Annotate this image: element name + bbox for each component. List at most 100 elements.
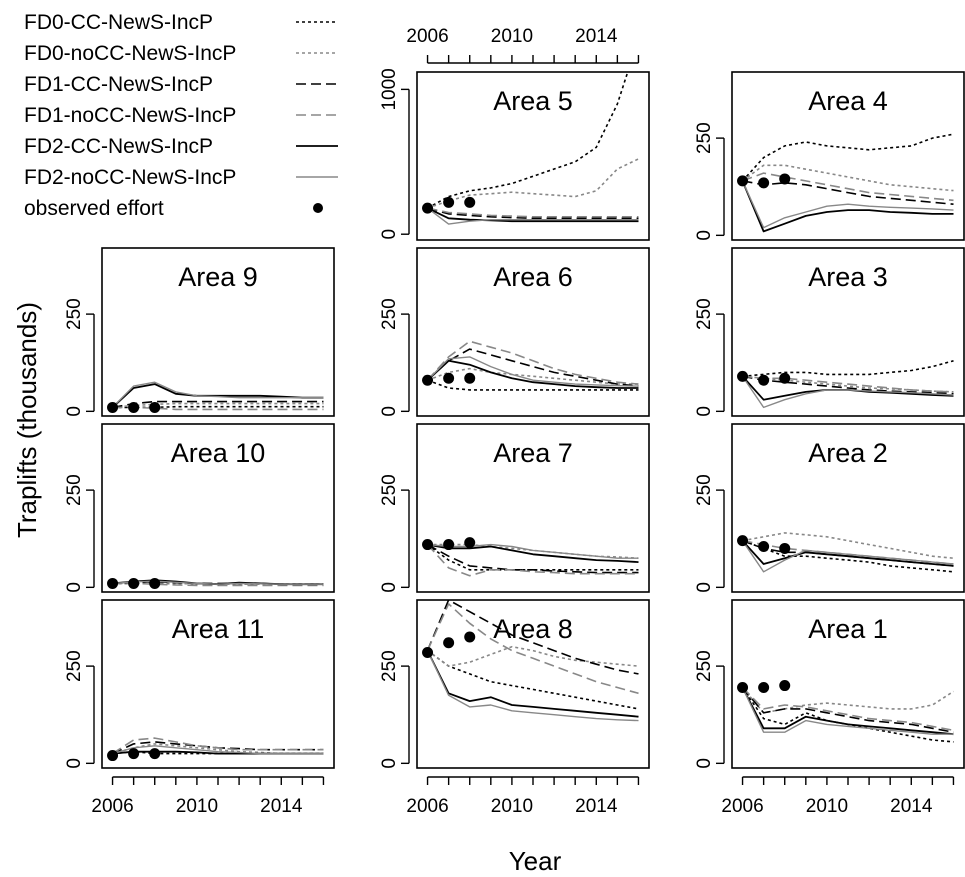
observed-point-area-3-2006 — [737, 370, 749, 382]
series-line-area-4-fd0-nocc-news-incp — [742, 164, 954, 192]
series-line-area-5-fd2-cc-news-incp — [427, 207, 639, 223]
series-line-area-10-fd2-nocc-news-incp — [112, 580, 324, 585]
series-line-area-9-fd1-nocc-news-incp — [112, 406, 324, 411]
y-tick-label-area-1-250: 250 — [694, 650, 715, 682]
series-line-area-1-fd0-nocc-news-incp — [741, 686, 954, 714]
observed-point-area-5-2007 — [443, 196, 455, 208]
series-group-area-7 — [426, 543, 639, 577]
panel-area-11: Area 11 0 250 2006 2010 2014 — [64, 599, 335, 817]
series-line-area-4-fd0-cc-news-incp — [741, 133, 954, 182]
series-line-area-11-fd2-nocc-news-incp — [112, 745, 324, 755]
series-line-area-4-fd2-nocc-news-incp — [741, 180, 954, 229]
panel-area-9: Area 9 0 250 — [64, 247, 335, 417]
observed-point-area-6-2007 — [443, 372, 455, 384]
series-group-area-5 — [427, 72, 639, 225]
x-tick-label-area-5-2014: 2014 — [575, 26, 618, 47]
series-line-area-8-fd2-cc-news-incp — [426, 650, 639, 718]
y-tick-label-area-5-0: 0 — [379, 229, 400, 240]
legend: FD0-CC-NewS-IncP FD0-noCC-NewS-IncP FD1-CC… — [24, 11, 338, 220]
series-line-area-5-fd0-cc-news-incp — [427, 72, 629, 209]
x-tick-label-area-11-2006: 2006 — [91, 796, 133, 817]
series-line-area-5-fd1-cc-news-incp — [427, 207, 639, 220]
observed-point-area-2-2007 — [758, 541, 770, 552]
x-tick-label-area-5-2006: 2006 — [406, 26, 448, 47]
x-tick-label-area-1-2006: 2006 — [721, 796, 763, 817]
y-tick-label-area-9-0: 0 — [64, 406, 85, 417]
observed-point-area-8-2007 — [443, 637, 455, 649]
series-line-area-11-fd0-nocc-news-incp — [112, 743, 324, 755]
series-line-area-4-fd2-cc-news-incp — [741, 180, 954, 233]
panel-area-4: Area 4 0 250 — [694, 71, 965, 241]
panel-frame-area-2 — [731, 423, 965, 593]
series-line-area-8-fd0-cc-news-incp — [427, 649, 639, 710]
y-axis-label: Traplifts (thousands) — [12, 302, 42, 538]
observed-point-area-9-2007 — [128, 401, 140, 413]
series-line-area-8-fd1-nocc-news-incp — [426, 603, 639, 695]
series-line-area-4-fd1-nocc-news-incp — [742, 172, 954, 202]
series-line-area-6-fd1-nocc-news-incp — [426, 340, 639, 385]
y-tick-label-area-6-0: 0 — [379, 406, 400, 417]
series-group-area-6 — [426, 340, 639, 391]
panel-frame-area-1 — [731, 599, 965, 769]
series-line-area-9-fd0-cc-news-incp — [112, 405, 324, 409]
series-line-area-9-fd0-nocc-news-incp — [112, 402, 324, 409]
y-tick-label-area-4-0: 0 — [694, 230, 715, 241]
panel-area-5: Area 5 0 1000 2006 2010 2014 — [379, 26, 650, 241]
observed-point-area-1-2008 — [779, 680, 791, 692]
y-tick-label-area-8-0: 0 — [379, 758, 400, 769]
observed-point-area-9-2008 — [149, 401, 161, 413]
observed-point-area-3-2007 — [758, 374, 770, 386]
series-line-area-9-fd2-cc-news-incp — [111, 383, 324, 409]
observed-point-area-1-2006 — [737, 682, 749, 693]
series-line-area-1-fd2-cc-news-incp — [741, 687, 954, 736]
panel-title-area-4: Area 4 — [808, 86, 888, 116]
panel-area-6: Area 6 0 250 — [379, 247, 650, 417]
series-line-area-2-fd1-cc-news-incp — [742, 539, 954, 567]
observed-point-area-2-2008 — [779, 542, 791, 554]
y-tick-label-area-1-0: 0 — [694, 758, 715, 769]
panel-title-area-1: Area 1 — [808, 614, 888, 644]
series-line-area-4-fd1-cc-news-incp — [742, 180, 954, 205]
series-line-area-1-fd2-nocc-news-incp — [741, 687, 954, 735]
observed-point-area-5-2008 — [464, 196, 476, 208]
series-line-area-6-fd2-nocc-news-incp — [427, 356, 639, 387]
observed-point-area-7-2008 — [464, 537, 476, 549]
series-line-area-6-fd0-cc-news-incp — [427, 379, 639, 391]
series-line-area-1-fd1-nocc-news-incp — [741, 686, 954, 732]
series-line-area-6-fd2-cc-news-incp — [426, 359, 639, 389]
series-line-area-2-fd0-cc-news-incp — [742, 539, 954, 573]
panel-frame-area-5 — [416, 71, 650, 241]
x-tick-label-area-8-2006: 2006 — [406, 796, 448, 817]
x-tick-label-area-1-2014: 2014 — [890, 796, 933, 817]
panel-title-area-8: Area 8 — [493, 614, 573, 644]
y-tick-label-area-10-250: 250 — [64, 474, 85, 506]
panel-frame-area-4 — [731, 71, 965, 241]
legend-label-fd2-cc-news-incp: FD2-CC-NewS-IncP — [24, 135, 213, 158]
series-line-area-7-fd2-nocc-news-incp — [427, 543, 639, 559]
series-line-area-2-fd2-nocc-news-incp — [741, 540, 954, 573]
series-group-area-4 — [741, 133, 954, 233]
y-tick-label-area-8-250: 250 — [379, 650, 400, 682]
series-line-area-1-fd1-cc-news-incp — [741, 686, 954, 733]
series-line-area-8-fd0-nocc-news-incp — [427, 645, 639, 667]
x-tick-label-area-8-2010: 2010 — [491, 796, 533, 817]
panel-title-area-7: Area 7 — [493, 438, 573, 468]
panel-frame-area-6 — [416, 247, 650, 417]
observed-point-area-4-2007 — [758, 177, 770, 189]
y-tick-label-area-2-250: 250 — [694, 474, 715, 506]
panel-title-area-3: Area 3 — [808, 262, 888, 292]
series-line-area-10-fd1-nocc-news-incp — [112, 582, 324, 587]
observed-point-area-11-2006 — [107, 750, 119, 762]
y-tick-label-area-9-250: 250 — [64, 298, 85, 330]
y-tick-label-area-5-1000: 1000 — [379, 68, 400, 110]
y-tick-label-area-6-250: 250 — [379, 298, 400, 330]
panel-area-3: Area 3 0 250 — [694, 247, 965, 417]
panel-area-7: Area 7 0 250 — [379, 423, 650, 593]
series-group-area-3 — [741, 360, 954, 409]
series-line-area-3-fd1-cc-news-incp — [742, 375, 954, 395]
series-group-area-8 — [426, 600, 639, 722]
observed-point-area-4-2008 — [779, 173, 791, 185]
y-tick-label-area-10-0: 0 — [64, 582, 85, 593]
x-axis-label: Year — [509, 846, 562, 876]
